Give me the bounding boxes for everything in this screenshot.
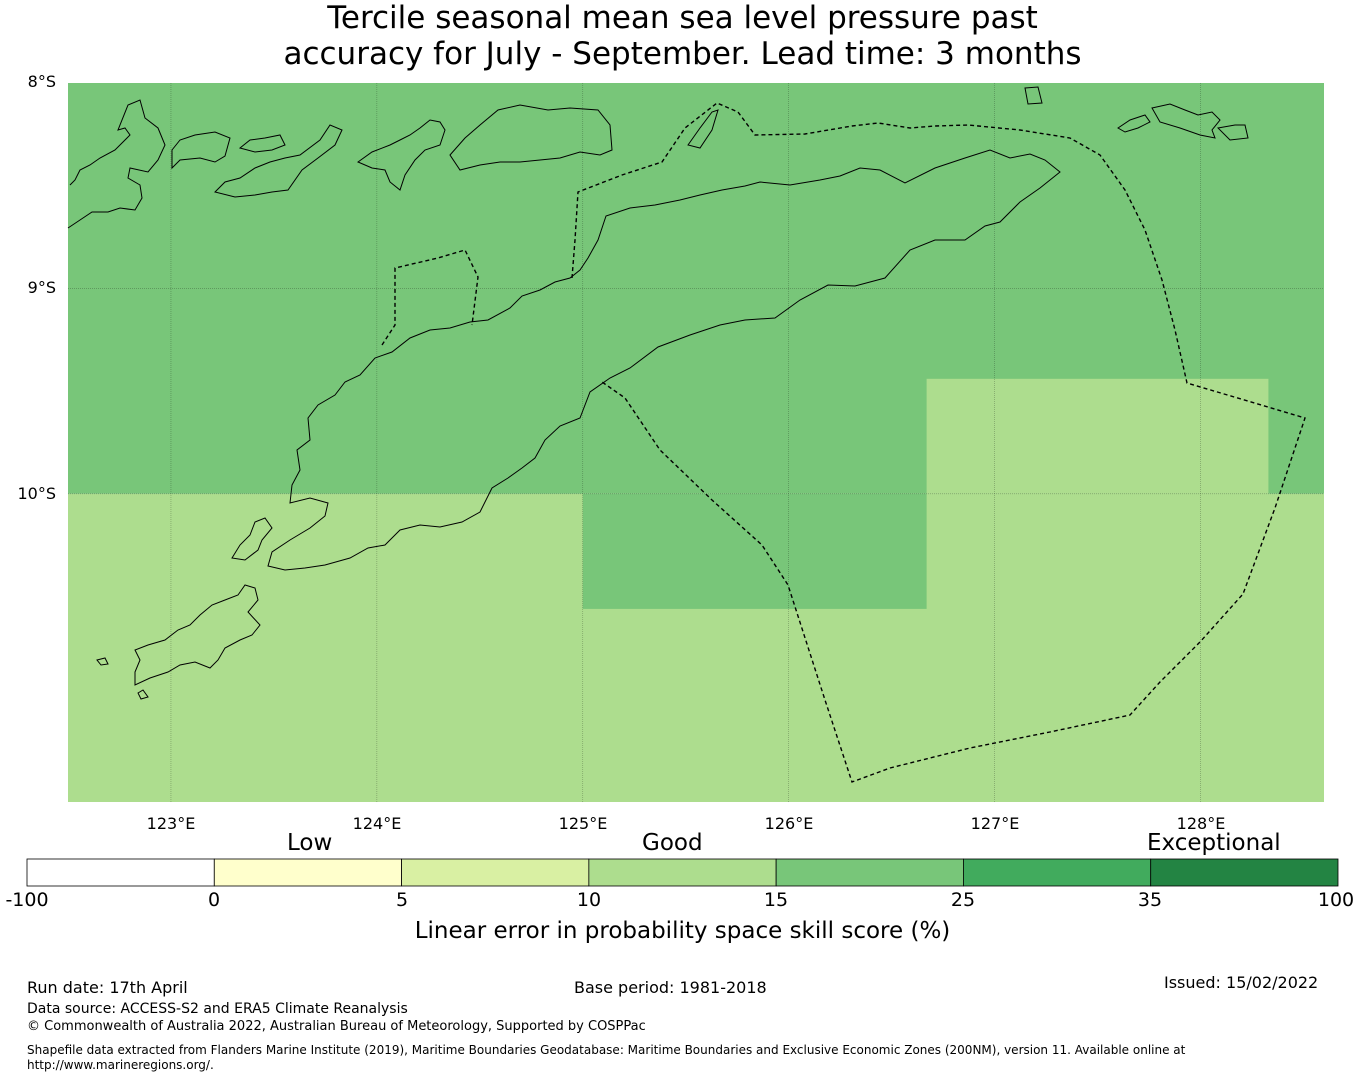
colorbar-segment	[1150, 858, 1339, 887]
coastline-islet-a	[238, 134, 286, 153]
coastline-islet-e	[96, 657, 109, 666]
coastline-timor	[267, 149, 1061, 571]
shapefile-credit-line-2[interactable]: http://www.marineregions.org/.	[27, 1058, 214, 1072]
colorbar-segment	[963, 858, 1152, 887]
gridlines	[68, 83, 1324, 802]
coastline-islet-d	[1117, 114, 1151, 133]
lat-label-8s: 8°S	[27, 72, 56, 91]
coastline-north-islet	[687, 109, 719, 149]
legend-category-exceptional: Exceptional	[1147, 830, 1281, 856]
shapefile-credit-line-1: Shapefile data extracted from Flanders M…	[27, 1043, 1186, 1057]
lon-label-128e: 128°E	[1176, 814, 1226, 833]
coastline-rote	[231, 517, 273, 561]
colorbar-tick: 35	[1137, 889, 1163, 911]
skill-cell-15-25	[582, 493, 927, 609]
coastline-islet-b	[1024, 86, 1043, 105]
coastline-pantar	[171, 131, 231, 170]
lon-label-125e: 125°E	[558, 814, 608, 833]
coastline-alor	[214, 124, 343, 198]
colorbar-tick: 10	[576, 889, 602, 911]
map-title-line-2: accuracy for July - September. Lead time…	[283, 36, 1082, 72]
colorbar-tick: 5	[395, 889, 409, 911]
colorbar-segment	[213, 858, 402, 887]
coastline-northwest-islands	[67, 99, 166, 229]
colorbar-segment	[26, 858, 215, 887]
legend-category-good: Good	[642, 830, 703, 856]
lat-label-10s: 10°S	[17, 484, 56, 503]
map-title-line-1: Tercile seasonal mean sea level pressure…	[327, 0, 1038, 36]
skill-cells	[68, 83, 1324, 802]
legend-category-low: Low	[287, 830, 333, 856]
colorbar-segments	[26, 858, 1339, 887]
colorbar-tick: 15	[763, 889, 789, 911]
coastline-wetar	[449, 104, 613, 171]
colorbar-tick: 0	[207, 889, 221, 911]
skill-cell-10-15	[926, 378, 1269, 494]
copyright: © Commonwealth of Australia 2022, Austra…	[27, 1019, 646, 1034]
colorbar-label: Linear error in probability space skill …	[414, 918, 951, 944]
colorbar-segment	[775, 858, 964, 887]
lon-label-126e: 126°E	[764, 814, 814, 833]
coastline-babar	[1151, 103, 1221, 139]
lon-label-127e: 127°E	[970, 814, 1020, 833]
data-source: Data source: ACCESS-S2 and ERA5 Climate …	[27, 1001, 408, 1017]
coastline-islet-c	[1216, 124, 1249, 141]
colorbar-tick: 100	[1317, 889, 1355, 911]
lon-label-123e: 123°E	[146, 814, 196, 833]
coastlines	[67, 86, 1249, 700]
coastline-atauro	[356, 119, 446, 191]
colorbar-tick: 25	[950, 889, 976, 911]
colorbar-tick: -100	[5, 889, 49, 911]
colorbar-segment	[588, 858, 777, 887]
coastline-savu	[134, 584, 261, 686]
coastline-islet-f	[137, 689, 149, 700]
lon-label-124e: 124°E	[352, 814, 402, 833]
colorbar-segment	[401, 858, 590, 887]
base-period: Base period: 1981-2018	[574, 978, 767, 997]
lat-label-9s: 9°S	[27, 278, 56, 297]
issued-date: Issued: 15/02/2022	[1164, 973, 1319, 992]
run-date: Run date: 17th April	[27, 978, 188, 997]
eez-boundary	[381, 102, 1306, 783]
